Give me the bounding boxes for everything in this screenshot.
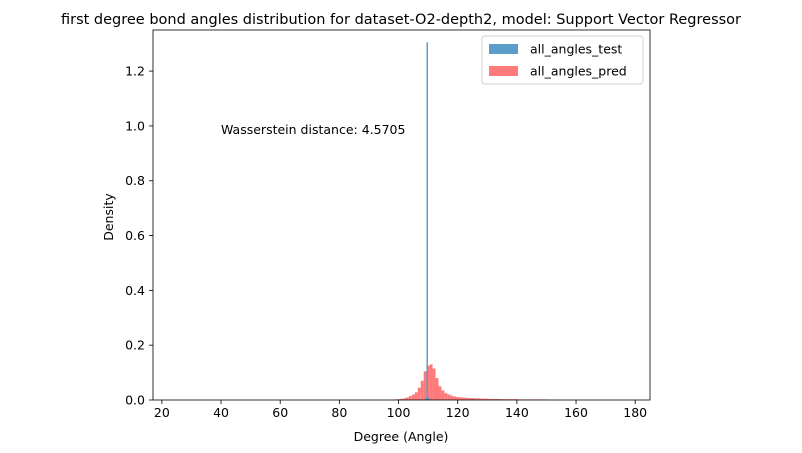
bar-all_angles_pred — [468, 398, 472, 400]
x-tick-label: 160 — [564, 405, 588, 420]
x-axis-label: Degree (Angle) — [354, 429, 449, 444]
bar-all_angles_pred — [479, 398, 483, 400]
bar-all_angles_pred — [473, 398, 477, 400]
y-tick-label: 1.2 — [125, 64, 145, 79]
bar-all_angles_pred — [438, 386, 442, 400]
x-tick-label: 140 — [505, 405, 529, 420]
bar-all_angles_pred — [482, 398, 486, 400]
x-tick-label: 80 — [331, 405, 347, 420]
bar-all_angles_pred — [497, 398, 501, 400]
x-tick-label: 20 — [154, 405, 170, 420]
bar-all_angles_pred — [500, 399, 504, 400]
bar-all_angles_pred — [509, 399, 513, 400]
bar-all_angles_pred — [420, 380, 424, 400]
bar-all_angles_pred — [400, 398, 403, 400]
bar-all_angles_pred — [408, 396, 412, 400]
bar-all_angles_pred — [435, 378, 439, 400]
bar-all_angles_pred — [447, 394, 451, 400]
bar-all_angles_pred — [450, 395, 454, 400]
bar-all_angles_pred — [512, 399, 516, 400]
x-tick-label: 100 — [387, 405, 411, 420]
bar-all_angles_pred — [397, 399, 401, 400]
y-tick-label: 0.8 — [125, 173, 145, 188]
y-tick-label: 1.0 — [125, 118, 145, 133]
bar-all_angles_pred — [485, 398, 489, 400]
legend-box — [481, 35, 644, 85]
bar-all_angles_pred — [491, 398, 495, 400]
bar-all_angles_pred — [506, 399, 510, 400]
legend-label-all_angles_pred: all_angles_pred — [530, 64, 627, 79]
bar-all_angles_pred — [476, 398, 480, 400]
legend-swatch-all_angles_test — [489, 44, 518, 54]
bar-all_angles_pred — [432, 368, 436, 400]
y-tick-label: 0.0 — [125, 393, 145, 408]
x-tick-label: 120 — [446, 405, 470, 420]
y-axis: 0.0 0.2 0.4 0.6 0.8 1.0 1.2 — [125, 64, 153, 408]
bar-all_angles_pred — [405, 397, 409, 400]
bar-all_angles_pred — [515, 399, 519, 400]
bar-all_angles_pred — [429, 364, 433, 400]
bar-all_angles_pred — [456, 396, 460, 400]
legend-swatch-all_angles_pred — [489, 66, 518, 76]
bar-all_angles_pred — [459, 397, 463, 400]
x-tick-label: 40 — [213, 405, 229, 420]
x-axis: 20 40 60 80 100 120 140 160 180 — [154, 400, 647, 420]
bar-all_angles_test — [427, 397, 430, 400]
legend: all_angles_test all_angles_pred — [481, 35, 644, 85]
bar-all_angles_pred — [471, 398, 474, 400]
y-tick-label: 0.6 — [125, 228, 145, 243]
legend-label-all_angles_test: all_angles_test — [530, 42, 622, 57]
bar-all_angles_pred — [426, 365, 430, 400]
bar-all_angles_pred — [441, 390, 445, 400]
bar-all_angles_pred — [488, 398, 492, 400]
bar-all_angles_test — [425, 397, 427, 400]
bar-all_angles_pred — [417, 387, 421, 400]
bar-all_angles_pred — [402, 398, 406, 400]
bar-all_angles_pred — [411, 394, 415, 400]
bar-all_angles_pred — [465, 397, 469, 400]
wasserstein-annotation: Wasserstein distance: 4.5705 — [221, 122, 405, 137]
x-tick-label: 180 — [623, 405, 647, 420]
bar-all_angles_pred — [503, 399, 507, 400]
bar-all_angles_pred — [414, 392, 418, 400]
bar-all_angles_pred — [494, 398, 498, 400]
y-tick-label: 0.4 — [125, 283, 145, 298]
x-tick-label: 60 — [272, 405, 288, 420]
bar-all_angles_pred — [453, 396, 457, 400]
bar-all_angles_pred — [423, 371, 427, 400]
bar-all_angles_pred — [444, 393, 448, 400]
plot-area — [152, 29, 651, 401]
bar-all_angles_pred — [462, 397, 466, 400]
plot-frame — [152, 29, 651, 401]
y-axis-label: Density — [101, 193, 116, 241]
bar-all_angles_test — [426, 42, 428, 400]
chart-title: first degree bond angles distribution fo… — [61, 12, 741, 28]
y-tick-label: 0.2 — [125, 338, 145, 353]
